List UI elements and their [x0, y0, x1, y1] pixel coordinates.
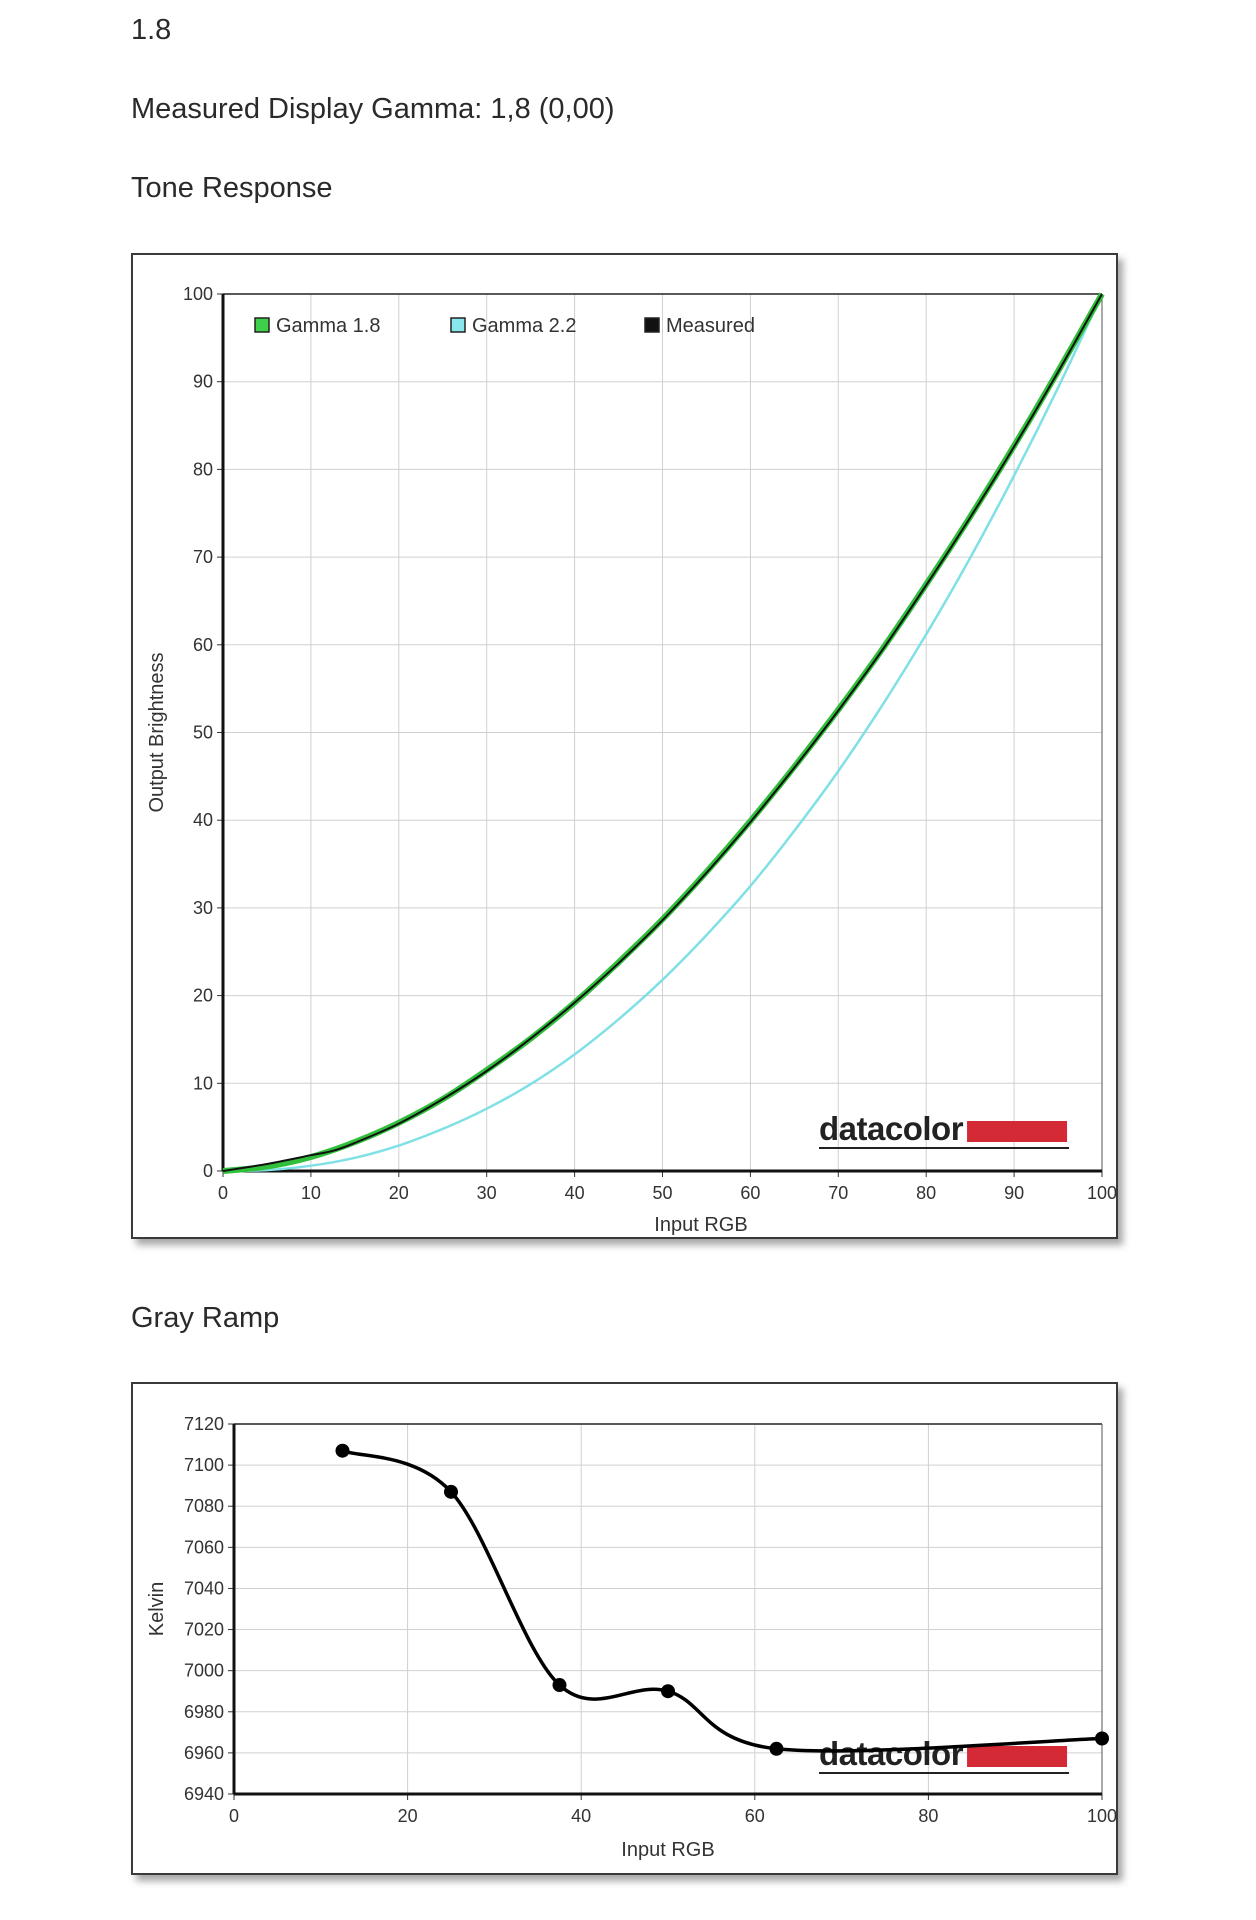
tone-x-tick-label: 80 — [916, 1183, 936, 1203]
gray-ramp-chart: 0 20 40 60 80 100 6940 6960 6980 7000 7020 7040 7060… — [131, 1382, 1118, 1875]
gray-x-tick-label: 0 — [229, 1806, 239, 1826]
kelvin-data-point — [552, 1678, 567, 1693]
tone-x-tick-label: 90 — [1004, 1183, 1024, 1203]
tone-response-chart: 0 10 20 30 40 50 60 70 80 90 100 0 10 20 30 40 50 60 70 80 9… — [131, 253, 1118, 1239]
kelvin-data-point — [661, 1684, 675, 1699]
gray-ramp-heading: Gray Ramp — [131, 1302, 280, 1334]
gray-y-tick-label: 7100 — [184, 1455, 224, 1475]
tone-y-tick-label: 70 — [193, 547, 213, 567]
tone-response-plot: 0 10 20 30 40 50 60 70 80 90 100 0 10 20 30 40 50 60 70 80 9… — [146, 284, 1117, 1236]
kelvin-data-point — [444, 1484, 458, 1499]
gray-y-tick-label: 7120 — [184, 1414, 224, 1434]
measured-curve — [222, 293, 1103, 1172]
kelvin-data-point — [335, 1443, 350, 1458]
datacolor-logo-text: datacolor — [819, 1735, 964, 1772]
kelvin-data-point — [1095, 1731, 1109, 1746]
tone-y-tick-label: 90 — [193, 372, 213, 392]
legend-label: Gamma 1.8 — [276, 315, 380, 337]
gray-x-axis-title: Input RGB — [621, 1839, 714, 1861]
gray-y-tick-label: 6980 — [184, 1702, 224, 1722]
measured-gamma-text: Measured Display Gamma: 1,8 (0,00) — [131, 93, 615, 125]
tone-y-tick-label: 10 — [193, 1073, 213, 1093]
tone-y-tick-label: 50 — [193, 723, 213, 743]
tone-y-axis-title: Output Brightness — [146, 652, 168, 812]
tone-x-tick-label: 0 — [218, 1183, 228, 1203]
gray-y-tick-label: 7020 — [184, 1620, 224, 1640]
gray-ramp-plot: 0 20 40 60 80 100 6940 6960 6980 7000 7020 7040 7060… — [146, 1414, 1117, 1861]
datacolor-logo-bar — [967, 1746, 1068, 1767]
legend-swatch — [254, 317, 270, 333]
legend-label: Measured — [666, 315, 755, 337]
gray-x-tick-label: 60 — [745, 1806, 765, 1826]
tone-x-tick-label: 70 — [828, 1183, 848, 1203]
datacolor-logo-bar — [967, 1121, 1068, 1142]
tone-x-tick-label: 10 — [301, 1183, 321, 1203]
tone-x-tick-label: 100 — [1087, 1183, 1117, 1203]
gray-y-tick-label: 6940 — [184, 1784, 224, 1804]
version-label: 1.8 — [131, 14, 172, 46]
gray-y-tick-label: 7080 — [184, 1496, 224, 1516]
tone-y-tick-label: 30 — [193, 898, 213, 918]
tone-x-tick-label: 20 — [389, 1183, 409, 1203]
tone-y-tick-label: 0 — [203, 1161, 213, 1181]
tone-y-tick-label: 100 — [183, 284, 213, 304]
gray-x-tick-label: 100 — [1087, 1806, 1117, 1826]
tone-x-axis-title: Input RGB — [654, 1214, 747, 1236]
gamma-2-2-curve — [222, 293, 1104, 1173]
gray-y-tick-label: 7000 — [184, 1661, 224, 1681]
legend-swatch — [450, 317, 466, 333]
legend-swatch — [644, 317, 660, 333]
tone-y-tick-label: 40 — [193, 810, 213, 830]
gray-x-tick-label: 40 — [571, 1806, 591, 1826]
tone-y-tick-label: 20 — [193, 986, 213, 1006]
tone-x-tick-label: 40 — [565, 1183, 585, 1203]
tone-x-tick-label: 30 — [477, 1183, 497, 1203]
kelvin-data-point — [769, 1741, 784, 1756]
tone-x-tick-label: 60 — [740, 1183, 760, 1203]
tone-y-tick-label: 60 — [193, 635, 213, 655]
gray-x-tick-label: 20 — [398, 1806, 418, 1826]
legend-label: Gamma 2.2 — [472, 315, 576, 337]
tone-y-tick-label: 80 — [193, 459, 213, 479]
gray-y-axis-title: Kelvin — [146, 1582, 168, 1636]
gray-y-tick-label: 7040 — [184, 1578, 224, 1598]
tone-response-heading: Tone Response — [131, 172, 333, 204]
gray-y-tick-label: 6960 — [184, 1743, 224, 1763]
gray-y-tick-label: 7060 — [184, 1537, 224, 1557]
datacolor-logo-text: datacolor — [819, 1110, 964, 1147]
gray-x-tick-label: 80 — [918, 1806, 938, 1826]
tone-x-tick-label: 50 — [652, 1183, 672, 1203]
